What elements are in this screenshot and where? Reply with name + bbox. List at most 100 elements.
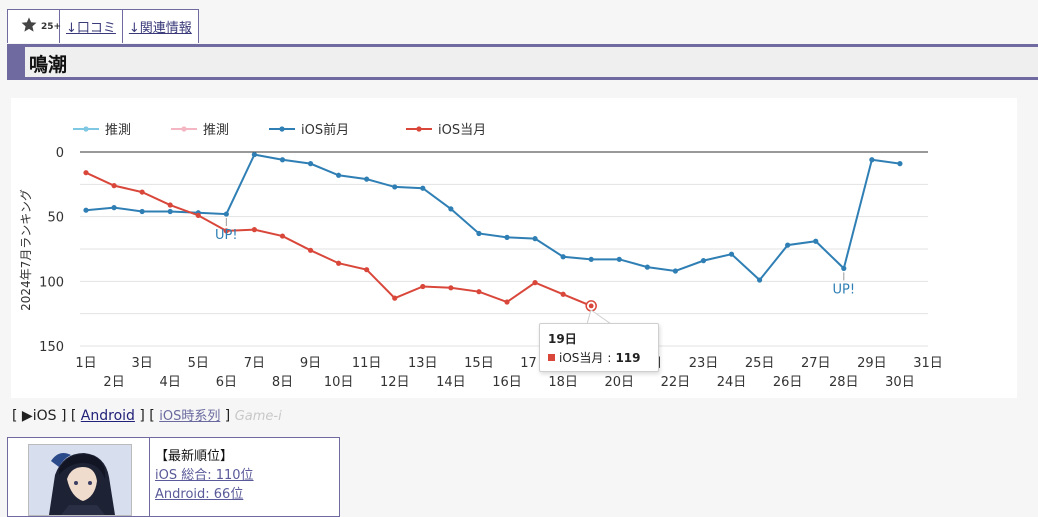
data-point [83, 207, 89, 213]
data-point [392, 184, 398, 190]
latest-rank-box: 【最新順位】 iOS 総合: 110位 Android: 66位 [7, 437, 340, 517]
x-tick-label: 6日 [216, 375, 237, 390]
favorite-tab[interactable]: 25+ [8, 10, 62, 43]
x-tick-label: 8日 [272, 375, 293, 390]
tooltip-series-swatch [548, 354, 555, 361]
x-tick-label: 12日 [380, 375, 410, 390]
data-point [897, 161, 903, 167]
latest-rank-heading: 【最新順位】 [155, 449, 234, 464]
android-rank-link[interactable]: Android: 66位 [155, 487, 244, 502]
thumbnail-cell [8, 438, 150, 516]
data-point [336, 260, 342, 266]
data-point [476, 289, 482, 295]
x-tick-label: 27日 [801, 356, 831, 371]
y-tick-label: 150 [39, 340, 64, 355]
page-title: 鳴潮 [29, 54, 68, 76]
title-accent [7, 47, 25, 77]
data-point [251, 227, 257, 233]
tooltip-series-name: iOS当月 [559, 351, 604, 365]
related-info-link[interactable]: ↓関連情報 [128, 21, 192, 36]
x-tick-label: 3日 [131, 356, 152, 371]
data-point [504, 234, 510, 240]
legend-label: iOS前月 [301, 122, 349, 138]
x-tick-label: 11日 [352, 356, 382, 371]
data-point [364, 267, 370, 273]
tooltip-value: 119 [615, 350, 641, 365]
x-tick-label: 30日 [885, 375, 915, 390]
data-point [448, 285, 454, 291]
x-tick-label: 15日 [464, 356, 494, 371]
legend-swatch-dot [83, 126, 89, 132]
ranking-chart-svg: 0501001502024年7月ランキング1日2日3日4日5日6日7日8日9日1… [19, 122, 943, 390]
data-point [336, 172, 342, 178]
data-point [139, 208, 145, 215]
ios-current: ▶iOS [21, 408, 57, 424]
x-tick-label: 7日 [244, 356, 265, 371]
y-tick-label: 0 [56, 146, 64, 161]
legend-label: 推測 [203, 123, 229, 138]
y-tick-label: 100 [39, 275, 64, 290]
data-point [532, 280, 538, 286]
data-point [392, 295, 398, 301]
data-point [307, 161, 314, 167]
data-point [700, 258, 707, 264]
data-point [420, 185, 426, 191]
data-point [364, 176, 370, 182]
latest-rank-text: 【最新順位】 iOS 総合: 110位 Android: 66位 [155, 447, 254, 504]
reviews-link[interactable]: ↓口コミ [60, 10, 123, 43]
x-tick-label: 31日 [913, 356, 943, 371]
data-point [728, 251, 735, 257]
data-point [223, 211, 229, 217]
x-tick-label: 14日 [436, 375, 466, 390]
y-tick-label: 50 [47, 211, 64, 226]
x-tick-label: 29日 [857, 356, 887, 371]
legend-label: 推測 [105, 123, 131, 138]
data-point [195, 212, 201, 218]
x-tick-label: 16日 [492, 375, 522, 390]
source-label: Game-i [234, 409, 282, 424]
data-point [279, 157, 286, 163]
ios-timeseries-link[interactable]: iOS時系列 [159, 409, 221, 424]
tooltip-date: 19日 [548, 332, 577, 346]
data-point [476, 230, 482, 237]
data-point [167, 202, 173, 208]
data-point [560, 291, 566, 297]
x-tick-label: 1日 [75, 356, 96, 371]
data-point [560, 254, 566, 260]
data-point [139, 189, 145, 195]
data-point [83, 170, 89, 176]
ios-rank-link[interactable]: iOS 総合: 110位 [155, 468, 254, 483]
x-tick-label: 18日 [548, 375, 578, 390]
data-point [279, 233, 286, 239]
x-tick-label: 22日 [661, 375, 691, 390]
favorite-count: 25+ [41, 21, 62, 32]
x-tick-label: 13日 [408, 356, 438, 371]
platform-selector: [ ▶iOS ] [ Android ] [ iOS時系列 ] Game-i [12, 408, 282, 424]
game-thumbnail[interactable] [28, 444, 132, 516]
data-point [111, 205, 117, 211]
data-point [167, 208, 173, 215]
android-link[interactable]: Android [80, 408, 135, 424]
data-point [223, 228, 229, 234]
legend-swatch-dot [279, 126, 285, 132]
y-axis-label: 2024年7月ランキング [19, 189, 33, 311]
legend-swatch-dot [416, 126, 422, 132]
series-line [85, 153, 901, 282]
x-tick-label: 25日 [745, 356, 775, 371]
data-point [532, 236, 538, 242]
legend-swatch-dot [181, 126, 187, 132]
ranking-chart: 0 50 100 150 2024年7月ランキング 1日 2日 3日 4日 5日 6日 7日 8日 9日 1… [11, 98, 1017, 398]
data-point [307, 247, 314, 253]
data-point [251, 151, 257, 158]
x-tick-label: 2日 [103, 375, 124, 390]
x-tick-label: 26日 [773, 375, 803, 390]
x-tick-label: 10日 [324, 375, 354, 390]
x-tick-label: 4日 [160, 375, 181, 390]
series-line [85, 171, 592, 307]
data-point [813, 238, 819, 244]
x-tick-label: 9日 [300, 356, 321, 371]
x-tick-label: 23日 [689, 356, 719, 371]
data-point [644, 264, 650, 270]
up-annotation: UP! [215, 228, 238, 243]
highlighted-point-center [588, 303, 594, 309]
